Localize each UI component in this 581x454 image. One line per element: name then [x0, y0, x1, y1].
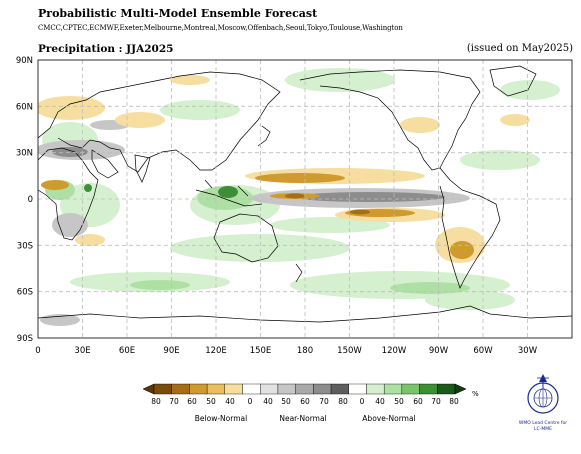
- cbar-tick-above-40: 40: [375, 397, 385, 406]
- colorbar-cell: [206, 383, 226, 395]
- map-frame: [37, 59, 573, 339]
- colorbar-cell: [277, 383, 296, 395]
- logo-text-line2: LC-MME: [534, 426, 552, 432]
- lat-label-90n: 90N: [16, 56, 33, 66]
- cbar-tick-near-60: 60: [300, 397, 310, 406]
- colorbar-cell: [260, 383, 279, 395]
- lon-label-90e: 90E: [163, 346, 179, 356]
- lon-label-60e: 60E: [119, 346, 135, 356]
- colorbar: 80 70 60 50 40 0 40 50 60 70 80 0 40 50 …: [142, 383, 479, 423]
- lat-label-30s: 30S: [17, 241, 33, 251]
- cbar-tick-near-40: 40: [263, 397, 273, 406]
- near-normal-strong: [52, 147, 445, 202]
- label-below-normal: Below-Normal: [195, 414, 247, 423]
- cbar-unit: %: [472, 390, 479, 398]
- south-america-coast: [439, 167, 501, 289]
- colorbar-cell: [295, 383, 314, 395]
- issued-date: (issued on May2025): [466, 43, 573, 54]
- colorbar-extend-right: [454, 383, 467, 395]
- cbar-tick-above-50: 50: [394, 397, 404, 406]
- colorbar-cell: [348, 383, 367, 395]
- colorbar-cell: [171, 383, 190, 395]
- contributing-centres: CMCC,CPTEC,ECMWF,Exeter,Melbourne,Montre…: [38, 24, 403, 32]
- wmo-logo: [527, 374, 559, 414]
- map-subtitle: Precipitation : JJA2025: [38, 43, 174, 55]
- label-above-normal: Above-Normal: [362, 414, 415, 423]
- below-normal-peak: [285, 193, 370, 215]
- cbar-tick-near-50: 50: [281, 397, 291, 406]
- label-near-normal: Near-Normal: [279, 414, 326, 423]
- coastlines: [38, 65, 572, 323]
- colorbar-cell: [366, 383, 385, 395]
- cbar-tick-below-70: 70: [169, 397, 179, 406]
- lon-label-150e: 150E: [250, 346, 272, 356]
- lon-label-60w: 60W: [473, 346, 493, 356]
- colorbar-cell: [401, 383, 420, 395]
- lon-label-30w: 30W: [518, 346, 538, 356]
- eurasia-coast: [38, 71, 281, 173]
- colorbar-cell: [313, 383, 332, 395]
- australia-coast: [213, 213, 279, 263]
- lat-label-60n: 60N: [16, 102, 33, 112]
- africa-coast: [38, 147, 99, 241]
- colorbar-cell: [437, 383, 456, 395]
- above-normal-peak: [84, 184, 238, 198]
- cbar-tick-near-80: 80: [338, 397, 348, 406]
- colorbar-cell: [419, 383, 438, 395]
- lon-label-90w: 90W: [429, 346, 449, 356]
- indonesia-coast: [195, 179, 263, 207]
- cbar-tick-below-50: 50: [206, 397, 216, 406]
- colorbar-cell: [383, 383, 403, 395]
- lon-label-120w: 120W: [382, 346, 407, 356]
- lon-label-30e: 30E: [74, 346, 90, 356]
- lon-label-120e: 120E: [205, 346, 227, 356]
- india-coast: [134, 154, 151, 183]
- cbar-tick-below-80: 80: [151, 397, 161, 406]
- gridlines: [38, 60, 572, 338]
- cbar-tick-above-80: 80: [449, 397, 459, 406]
- colorbar-cell: [224, 383, 243, 395]
- cbar-tick-below-40: 40: [225, 397, 235, 406]
- map-title: Probabilistic Multi-Model Ensemble Forec…: [38, 7, 318, 20]
- lat-label-0: 0: [28, 195, 33, 205]
- cbar-tick-near-0: 0: [248, 397, 253, 406]
- below-normal-strong: [41, 173, 474, 259]
- colorbar-cell: [330, 383, 349, 395]
- north-america-coast: [299, 69, 481, 171]
- colorbar-cell: [189, 383, 208, 395]
- colorbar-cell: [242, 383, 261, 395]
- logo-text-line1: WMO Lead Centre for: [519, 420, 567, 426]
- probability-shading: [38, 60, 572, 338]
- newzealand-coast: [295, 263, 303, 283]
- arabia-coast: [91, 149, 119, 179]
- cbar-tick-below-60: 60: [187, 397, 197, 406]
- lon-label-180: 180: [297, 346, 313, 356]
- lon-label-0: 0: [35, 346, 40, 356]
- greenland-coast: [489, 65, 537, 97]
- japan-coast: [257, 125, 271, 147]
- antarctica-coast: [38, 305, 572, 323]
- cbar-tick-above-0: 0: [360, 397, 365, 406]
- lat-label-90s: 90S: [17, 334, 33, 344]
- colorbar-cell: [153, 383, 172, 395]
- cbar-tick-above-60: 60: [413, 397, 423, 406]
- lat-label-60s: 60S: [17, 288, 33, 298]
- cbar-tick-above-70: 70: [431, 397, 441, 406]
- lon-label-150w: 150W: [337, 346, 362, 356]
- colorbar-extend-left: [142, 383, 155, 395]
- lat-label-30n: 30N: [16, 149, 33, 159]
- cbar-tick-near-70: 70: [319, 397, 329, 406]
